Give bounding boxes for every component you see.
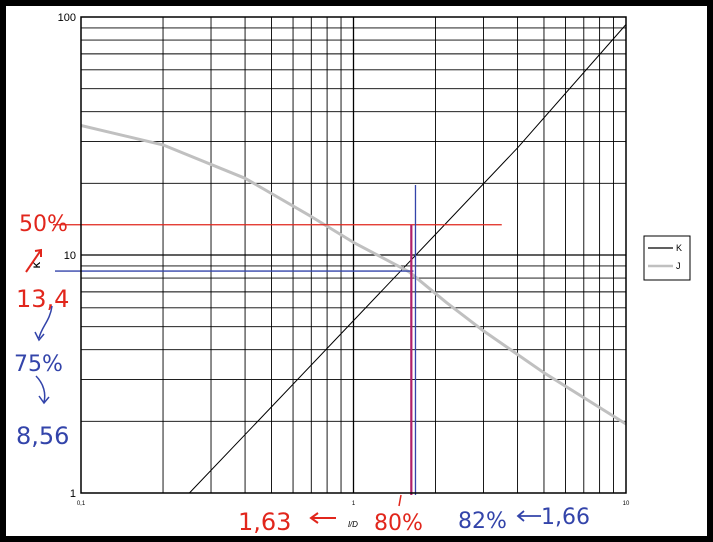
y-tick-label: 1 <box>70 488 76 500</box>
y-tick-label: 100 <box>58 12 76 24</box>
series-line-k <box>189 24 627 494</box>
red-x-value: 1,63 <box>238 508 291 536</box>
red-value-left: 13,4 <box>16 285 69 313</box>
annotation-lines <box>53 185 502 495</box>
legend: K J <box>643 235 691 281</box>
blue-left-arrow <box>516 510 541 522</box>
grid-lines <box>81 17 626 493</box>
x-tick-label: 0,1 <box>77 501 86 507</box>
blue-pct-bottom: 82% <box>458 509 507 534</box>
blue-annotations: 75% 8,56 82% 1,66 <box>14 305 590 534</box>
blue-value-left: 8,56 <box>16 422 69 450</box>
chart-stage: 0,1 1 10 1 10 100 K l/D K J 50% 13,4 1,63 80%… <box>6 6 707 536</box>
y-axis-label: K <box>32 261 42 268</box>
plot-frame <box>80 16 627 494</box>
x-tick-label: 1 <box>352 501 356 507</box>
y-tick-label: 10 <box>64 250 76 262</box>
red-pct-top: 50% <box>19 212 68 237</box>
red-up-arrow <box>25 248 42 273</box>
red-left-arrow <box>309 512 336 524</box>
x-tick-label: 10 <box>623 501 630 507</box>
blue-down-arrow <box>35 375 50 405</box>
red-pct-bottom: 80% <box>374 511 423 536</box>
blue-x-value: 1,66 <box>541 505 590 530</box>
series-layer <box>80 24 627 494</box>
red-tick-mark <box>398 494 402 507</box>
series-line-j <box>80 124 627 426</box>
blue-curve-arrow <box>34 305 53 342</box>
red-annotations: 50% 13,4 1,63 80% <box>16 212 423 536</box>
legend-label-j: J <box>676 261 681 271</box>
legend-label-k: K <box>676 243 682 253</box>
x-axis-label: l/D <box>348 520 358 529</box>
blue-pct-left: 75% <box>14 352 63 377</box>
